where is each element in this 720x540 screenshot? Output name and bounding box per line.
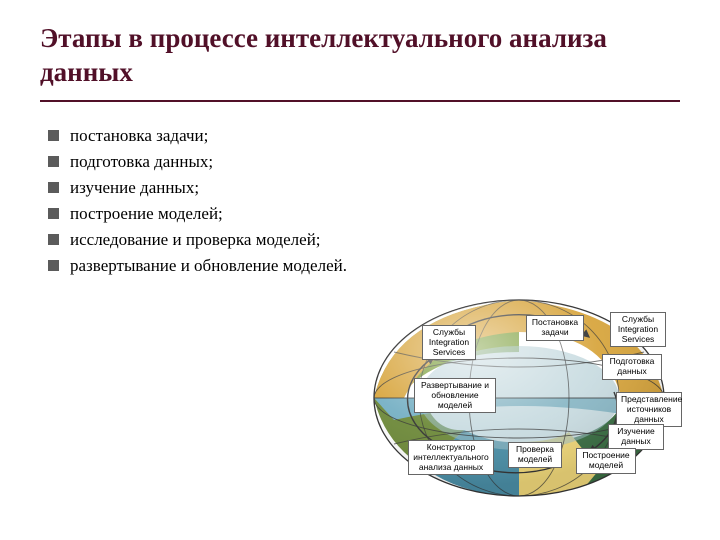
square-bullet-icon	[48, 208, 59, 219]
square-bullet-icon	[48, 156, 59, 167]
square-bullet-icon	[48, 260, 59, 271]
list-item: исследование и проверка моделей;	[48, 230, 680, 250]
segment-label: Конструктор интеллектуального анализа да…	[408, 440, 494, 475]
segment-label: Представление источников данных	[616, 392, 682, 427]
segment-label: Проверка моделей	[508, 442, 562, 468]
square-bullet-icon	[48, 182, 59, 193]
list-item-label: исследование и проверка моделей;	[70, 230, 321, 250]
segment-label: Службы Integration Services	[422, 325, 476, 360]
segment-label: Развертывание и обновление моделей	[414, 378, 496, 413]
segment-label: Подготовка данных	[602, 354, 662, 380]
list-item: подготовка данных;	[48, 152, 680, 172]
square-bullet-icon	[48, 130, 59, 141]
list-item-label: подготовка данных;	[70, 152, 213, 172]
title-underline	[40, 100, 680, 102]
list-item-label: развертывание и обновление моделей.	[70, 256, 347, 276]
page-title: Этапы в процессе интеллектуального анали…	[0, 0, 720, 100]
list-item-label: постановка задачи;	[70, 126, 208, 146]
bullet-list: постановка задачи; подготовка данных; из…	[0, 126, 720, 276]
list-item: изучение данных;	[48, 178, 680, 198]
list-item: построение моделей;	[48, 204, 680, 224]
square-bullet-icon	[48, 234, 59, 245]
segment-label: Постановка задачи	[526, 315, 584, 341]
segment-label: Службы Integration Services	[610, 312, 666, 347]
list-item-label: изучение данных;	[70, 178, 199, 198]
list-item: развертывание и обновление моделей.	[48, 256, 680, 276]
segment-label: Построение моделей	[576, 448, 636, 474]
process-sphere-diagram: Службы Integration Services Постановка з…	[354, 292, 684, 504]
list-item: постановка задачи;	[48, 126, 680, 146]
list-item-label: построение моделей;	[70, 204, 223, 224]
segment-label: Изучение данных	[608, 424, 664, 450]
